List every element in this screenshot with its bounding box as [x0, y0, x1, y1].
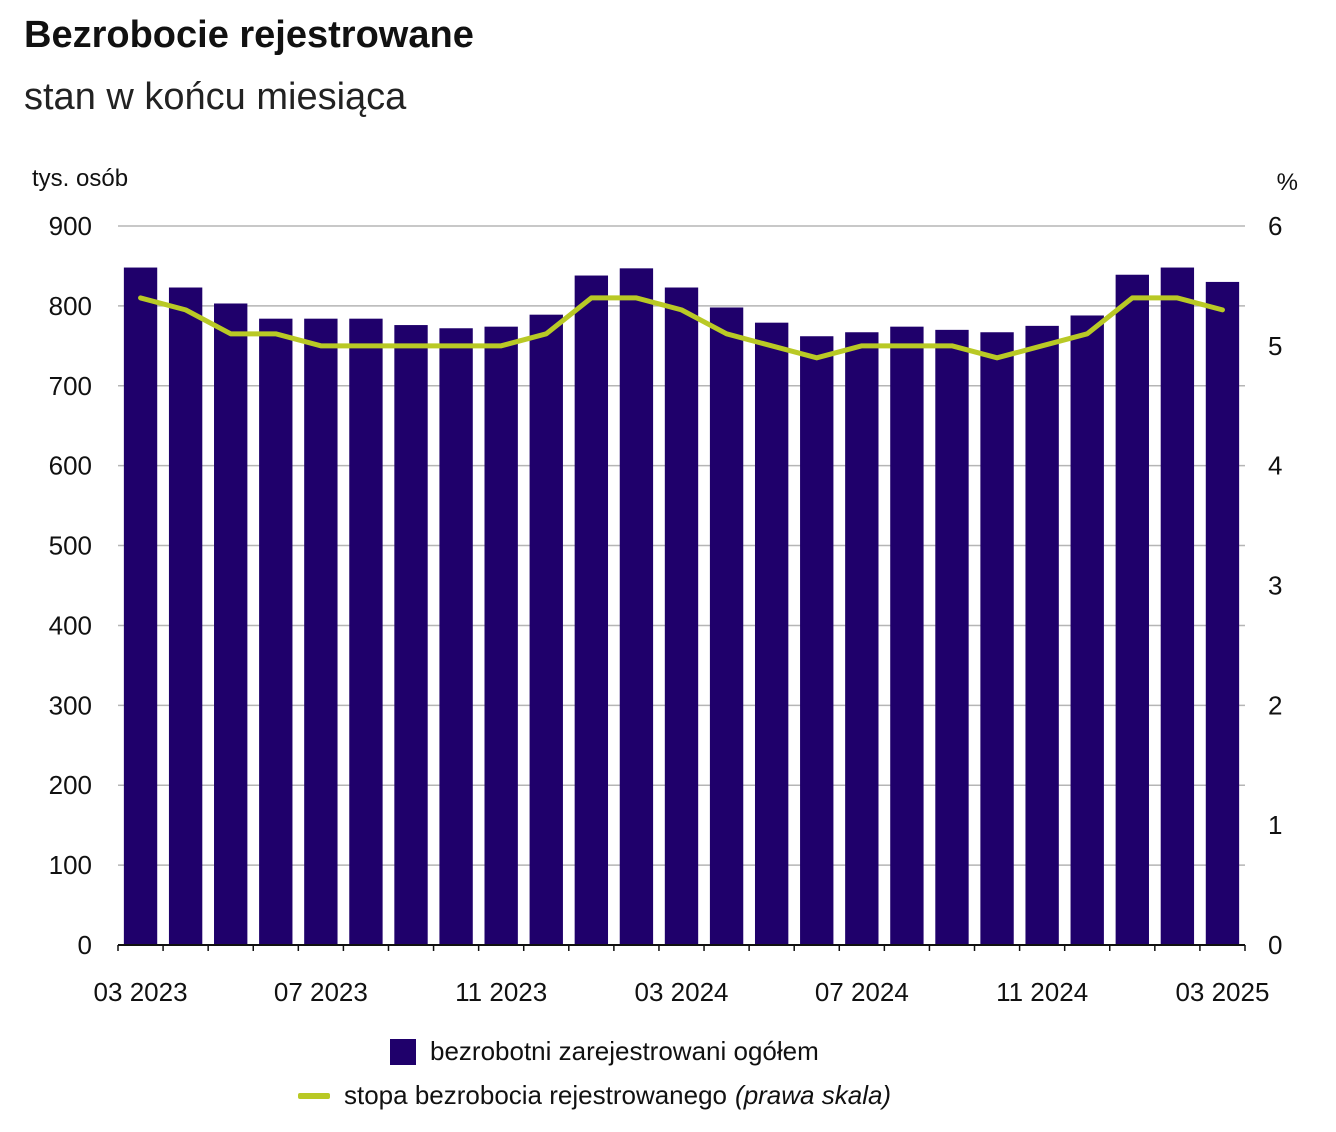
legend-line-swatch: [298, 1092, 330, 1099]
line-series: [138, 295, 1225, 361]
x-tick-label: 11 2023: [455, 977, 547, 1007]
bar-06-2024: [800, 336, 834, 945]
bar-01-2025: [1115, 274, 1149, 946]
bar-08-2023: [349, 318, 383, 945]
y-left-tick-label: 700: [49, 371, 92, 401]
legend-line-label: stopa bezrobocia rejestrowanego: [344, 1080, 728, 1110]
y-right-tick-label: 0: [1268, 930, 1282, 960]
x-tick-label: 03 2023: [94, 977, 188, 1007]
y-left-tick-label: 800: [49, 291, 92, 321]
y-left-tick-label: 400: [49, 610, 92, 640]
right-axis-unit: %: [1277, 169, 1298, 196]
y-right-tick-label: 2: [1268, 690, 1282, 720]
y-left-tick-label: 500: [49, 531, 92, 561]
bar-09-2024: [935, 329, 969, 945]
x-tick-label: 11 2024: [996, 977, 1088, 1007]
bar-07-2023: [304, 318, 338, 945]
y-left-tick-label: 200: [49, 770, 92, 800]
bar-04-2023: [168, 287, 203, 946]
axes: 0 100 200 300 400 500 600 700 800 900 0 1 2 3 4 5 6 03 20…: [49, 211, 1283, 1007]
x-tick-label: 07 2023: [274, 977, 368, 1007]
bar-11-2024: [1025, 325, 1059, 946]
y-left-tick-label: 0: [78, 930, 92, 960]
y-right-tick-label: 5: [1268, 331, 1282, 361]
bar-07-2024: [845, 332, 879, 946]
legend-line-note: (prawa skala): [735, 1080, 892, 1110]
rate-line: [138, 295, 1225, 361]
x-tick-label: 03 2024: [635, 977, 729, 1007]
x-tick-label: 03 2025: [1175, 977, 1269, 1007]
chart-canvas: 0 100 200 300 400 500 600 700 800 900 0 1 2 3 4 5 6 03 20…: [32, 165, 1298, 1007]
bar-03-2025: [1205, 281, 1240, 945]
bar-08-2024: [890, 326, 924, 945]
bar-06-2023: [259, 318, 293, 945]
bar-05-2023: [214, 303, 248, 946]
bar-01-2024: [574, 275, 609, 945]
y-right-tick-label: 6: [1268, 211, 1282, 241]
legend-item-bars: bezrobotni zarejestrowani ogółem: [390, 1036, 819, 1067]
legend-bar-swatch: [390, 1038, 416, 1065]
bar-10-2023: [439, 328, 473, 945]
bar-09-2023: [394, 325, 428, 945]
bar-11-2023: [484, 326, 518, 945]
legend-item-line: stopa bezrobocia rejestrowanego (prawa s…: [298, 1080, 891, 1111]
y-left-tick-label: 100: [49, 850, 92, 880]
bar-03-2024: [664, 287, 699, 946]
y-right-tick-label: 1: [1268, 810, 1282, 840]
bar-05-2024: [754, 322, 789, 946]
bar-series: [123, 267, 1240, 946]
bar-02-2025: [1160, 267, 1195, 945]
chart-title: Bezrobocie rejestrowane: [24, 14, 474, 56]
bar-04-2024: [709, 307, 744, 945]
left-axis-unit: tys. osób: [32, 165, 128, 192]
legend-bars-label: bezrobotni zarejestrowani ogółem: [430, 1036, 819, 1066]
y-left-tick-label: 300: [49, 690, 92, 720]
y-right-tick-label: 4: [1268, 451, 1282, 481]
bar-10-2024: [980, 332, 1014, 946]
bar-12-2024: [1070, 315, 1104, 945]
bar-02-2024: [619, 268, 654, 945]
bar-12-2023: [529, 314, 563, 946]
chart-subtitle: stan w końcu miesiąca: [24, 76, 407, 118]
y-right-tick-label: 3: [1268, 571, 1282, 601]
x-tick-label: 07 2024: [815, 977, 909, 1007]
y-left-tick-label: 900: [49, 211, 92, 241]
y-left-tick-label: 600: [49, 451, 92, 481]
bar-03-2023: [123, 267, 158, 945]
